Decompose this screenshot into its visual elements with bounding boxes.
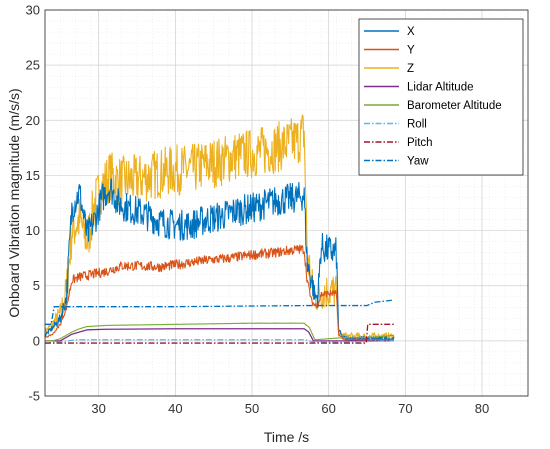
x-tick-label: 40: [168, 401, 182, 416]
legend-label-lidar-altitude: Lidar Altitude: [407, 82, 474, 94]
y-tick-label: 15: [26, 168, 40, 183]
series-line-lidar-altitude: [45, 328, 394, 342]
x-axis-label: Time /s: [264, 429, 309, 445]
x-tick-label: 80: [475, 401, 489, 416]
legend-label-yaw: Yaw: [407, 156, 429, 168]
legend-label-y: Y: [407, 45, 415, 57]
series-layer: [44, 114, 395, 344]
legend-box: [358, 18, 524, 176]
tick-labels: 30 40 50 60 70 80 -5 0 5 10 15 20 25 30: [26, 3, 490, 417]
series-line-roll: [44, 339, 394, 344]
x-tick-label: 60: [321, 401, 335, 416]
legend-label-x: X: [407, 26, 415, 38]
series-line-y: [44, 244, 395, 342]
y-tick-label: 25: [26, 58, 40, 73]
y-axis-label: Onboard Vibration magnitude (m/s/s): [6, 88, 22, 317]
x-tick-label: 50: [245, 401, 259, 416]
y-tick-label: 10: [26, 223, 40, 238]
legend-label-z: Z: [407, 63, 414, 75]
legend-label-roll: Roll: [407, 119, 427, 131]
series-line-z: [44, 114, 395, 341]
x-tick-label: 30: [91, 401, 105, 416]
series-line-yaw: [45, 299, 394, 325]
legend-label-pitch: Pitch: [407, 137, 433, 149]
y-tick-label: 0: [33, 333, 40, 348]
y-tick-label: 20: [26, 113, 40, 128]
y-tick-label: -5: [28, 389, 40, 404]
plot-frame: [44, 9, 529, 397]
series-line-x: [44, 178, 395, 342]
x-tick-label: 70: [398, 401, 412, 416]
y-tick-label: 30: [26, 3, 40, 18]
y-tick-label: 5: [33, 278, 40, 293]
legend: XYZ Lidar Altitude Barometer Altitude Roll P…: [358, 18, 524, 176]
legend-label-barometer-altitude: Barometer Altitude: [407, 100, 502, 112]
series-line-barometer-altitude: [44, 322, 394, 342]
